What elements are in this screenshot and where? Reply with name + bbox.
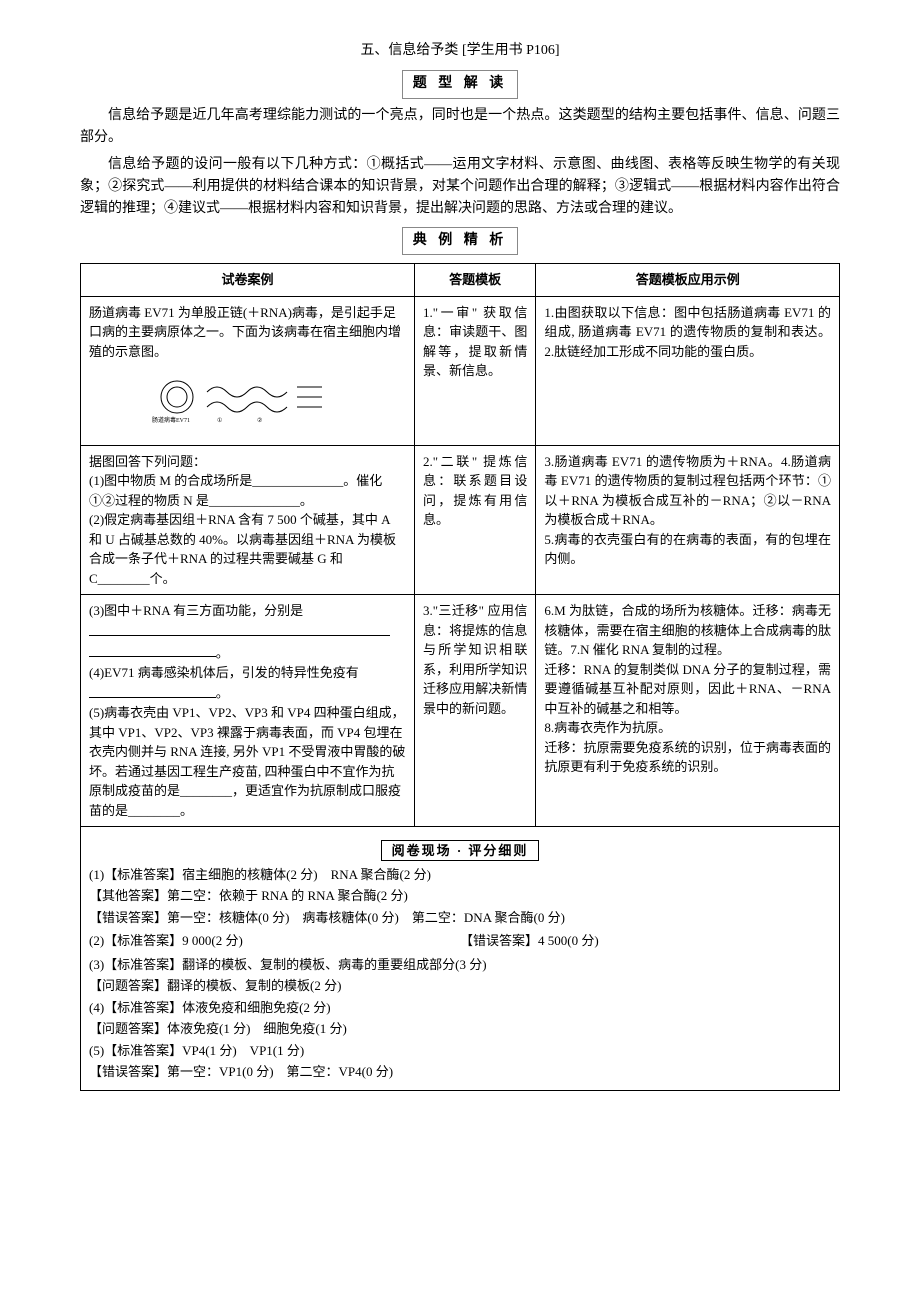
diagram-svg: 肠道病毒EV71 ① ② xyxy=(147,367,347,427)
intro-paragraph-2: 信息给予题的设问一般有以下几种方式：①概括式——运用文字材料、示意图、曲线图、表… xyxy=(80,154,840,221)
q4-blank xyxy=(89,682,216,698)
heading1-text: 题 型 解 读 xyxy=(402,70,519,98)
svg-text:①: ① xyxy=(217,417,222,424)
case-cell-q12: 据图回答下列问题： (1)图中物质 M 的合成场所是______________… xyxy=(81,445,415,595)
template-cell-1: 1."一审" 获取信息：审读题干、图解等，提取新情景、新信息。 xyxy=(414,296,535,445)
th-template: 答题模板 xyxy=(414,264,535,297)
virus-diagram: 肠道病毒EV71 ① ② xyxy=(89,367,406,433)
grading-cell: 阅卷现场 · 评分细则 (1)【标准答案】宿主细胞的核糖体(2 分) RNA 聚… xyxy=(81,827,840,1091)
case-intro-text: 肠道病毒 EV71 为单股正链(＋RNA)病毒，是引起手足口病的主要病原体之一。… xyxy=(89,305,401,359)
q-lead: 据图回答下列问题： xyxy=(89,454,206,469)
intro-paragraph-1: 信息给予题是近几年高考理综能力测试的一个亮点，同时也是一个热点。这类题型的结构主… xyxy=(80,105,840,150)
a5-std: (5)【标准答案】VP4(1 分) VP1(1 分) xyxy=(89,1041,831,1061)
a4-prob: 【问题答案】体液免疫(1 分) 细胞免疫(1 分) xyxy=(89,1019,831,1039)
th-case: 试卷案例 xyxy=(81,264,415,297)
heading2-text: 典 例 精 析 xyxy=(402,227,519,255)
template-cell-2: 2."二联" 提炼信息：联系题目设问，提炼有用信息。 xyxy=(414,445,535,595)
grading-title: 阅卷现场 · 评分细则 xyxy=(381,840,540,861)
heading-example-analysis: 典 例 精 析 xyxy=(80,227,840,255)
a3-std: (3)【标准答案】翻译的模板、复制的模板、病毒的重要组成部分(3 分) xyxy=(89,955,831,975)
q3-blank1 xyxy=(89,621,390,637)
q4-text: (4)EV71 病毒感染机体后，引发的特异性免疫有 xyxy=(89,665,359,680)
a4-std: (4)【标准答案】体液免疫和细胞免疫(2 分) xyxy=(89,998,831,1018)
example-cell-2: 3.肠道病毒 EV71 的遗传物质为＋RNA。4.肠道病毒 EV71 的遗传物质… xyxy=(536,445,840,595)
example2-text: 3.肠道病毒 EV71 的遗传物质为＋RNA。4.肠道病毒 EV71 的遗传物质… xyxy=(544,454,831,567)
example-cell-3: 6.M 为肽链，合成的场所为核糖体。迁移：病毒无核糖体，需要在宿主细胞的核糖体上… xyxy=(536,595,840,827)
table-row: 肠道病毒 EV71 为单股正链(＋RNA)病毒，是引起手足口病的主要病原体之一。… xyxy=(81,296,840,445)
table-row: (3)图中＋RNA 有三方面功能，分别是 。 (4)EV71 病毒感染机体后，引… xyxy=(81,595,840,827)
q3-blank2 xyxy=(89,642,216,658)
chapter-label: 五、信息给予类 xyxy=(360,43,458,58)
a2-row: (2)【标准答案】9 000(2 分) 【错误答案】4 500(0 分) xyxy=(89,929,831,953)
example-table: 试卷案例 答题模板 答题模板应用示例 肠道病毒 EV71 为单股正链(＋RNA)… xyxy=(80,263,840,1091)
q3-text: (3)图中＋RNA 有三方面功能，分别是 xyxy=(89,603,303,618)
a5-wrong: 【错误答案】第一空：VP1(0 分) 第二空：VP4(0 分) xyxy=(89,1062,831,1082)
a1-wrong: 【错误答案】第一空：核糖体(0 分) 病毒核糖体(0 分) 第二空：DNA 聚合… xyxy=(89,908,831,928)
a2-wrong: 【错误答案】4 500(0 分) xyxy=(460,931,831,951)
grading-title-wrap: 阅卷现场 · 评分细则 xyxy=(89,841,831,861)
template-cell-3: 3."三迁移" 应用信息：将提炼的信息与所学知识相联系，利用所学知识迁移应用解决… xyxy=(414,595,535,827)
svg-text:肠道病毒EV71: 肠道病毒EV71 xyxy=(152,416,190,424)
q1-text: (1)图中物质 M 的合成场所是______________。催化①②过程的物质… xyxy=(89,473,382,508)
case-cell-q345: (3)图中＋RNA 有三方面功能，分别是 。 (4)EV71 病毒感染机体后，引… xyxy=(81,595,415,827)
answers-block: (1)【标准答案】宿主细胞的核糖体(2 分) RNA 聚合酶(2 分) 【其他答… xyxy=(89,865,831,1082)
a1-other: 【其他答案】第二空：依赖于 RNA 的 RNA 聚合酶(2 分) xyxy=(89,886,831,906)
table-header-row: 试卷案例 答题模板 答题模板应用示例 xyxy=(81,264,840,297)
example-cell-1: 1.由图获取以下信息：图中包括肠道病毒 EV71 的组成, 肠道病毒 EV71 … xyxy=(536,296,840,445)
svg-text:②: ② xyxy=(257,417,262,424)
heading-type-interpret: 题 型 解 读 xyxy=(80,70,840,98)
a1-std: (1)【标准答案】宿主细胞的核糖体(2 分) RNA 聚合酶(2 分) xyxy=(89,865,831,885)
grading-row: 阅卷现场 · 评分细则 (1)【标准答案】宿主细胞的核糖体(2 分) RNA 聚… xyxy=(81,827,840,1091)
page-ref: [学生用书 P106] xyxy=(462,43,560,58)
example3-text: 6.M 为肽链，合成的场所为核糖体。迁移：病毒无核糖体，需要在宿主细胞的核糖体上… xyxy=(544,603,831,774)
a2-std: (2)【标准答案】9 000(2 分) xyxy=(89,931,460,951)
a3-prob: 【问题答案】翻译的模板、复制的模板(2 分) xyxy=(89,976,831,996)
q2-text: (2)假定病毒基因组＋RNA 含有 7 500 个碱基，其中 A 和 U 占碱基… xyxy=(89,512,396,586)
table-row: 据图回答下列问题： (1)图中物质 M 的合成场所是______________… xyxy=(81,445,840,595)
chapter-title: 五、信息给予类 [学生用书 P106] xyxy=(80,40,840,62)
case-cell-intro: 肠道病毒 EV71 为单股正链(＋RNA)病毒，是引起手足口病的主要病原体之一。… xyxy=(81,296,415,445)
th-example: 答题模板应用示例 xyxy=(536,264,840,297)
q5-text: (5)病毒衣壳由 VP1、VP2、VP3 和 VP4 四种蛋白组成，其中 VP1… xyxy=(89,705,405,818)
